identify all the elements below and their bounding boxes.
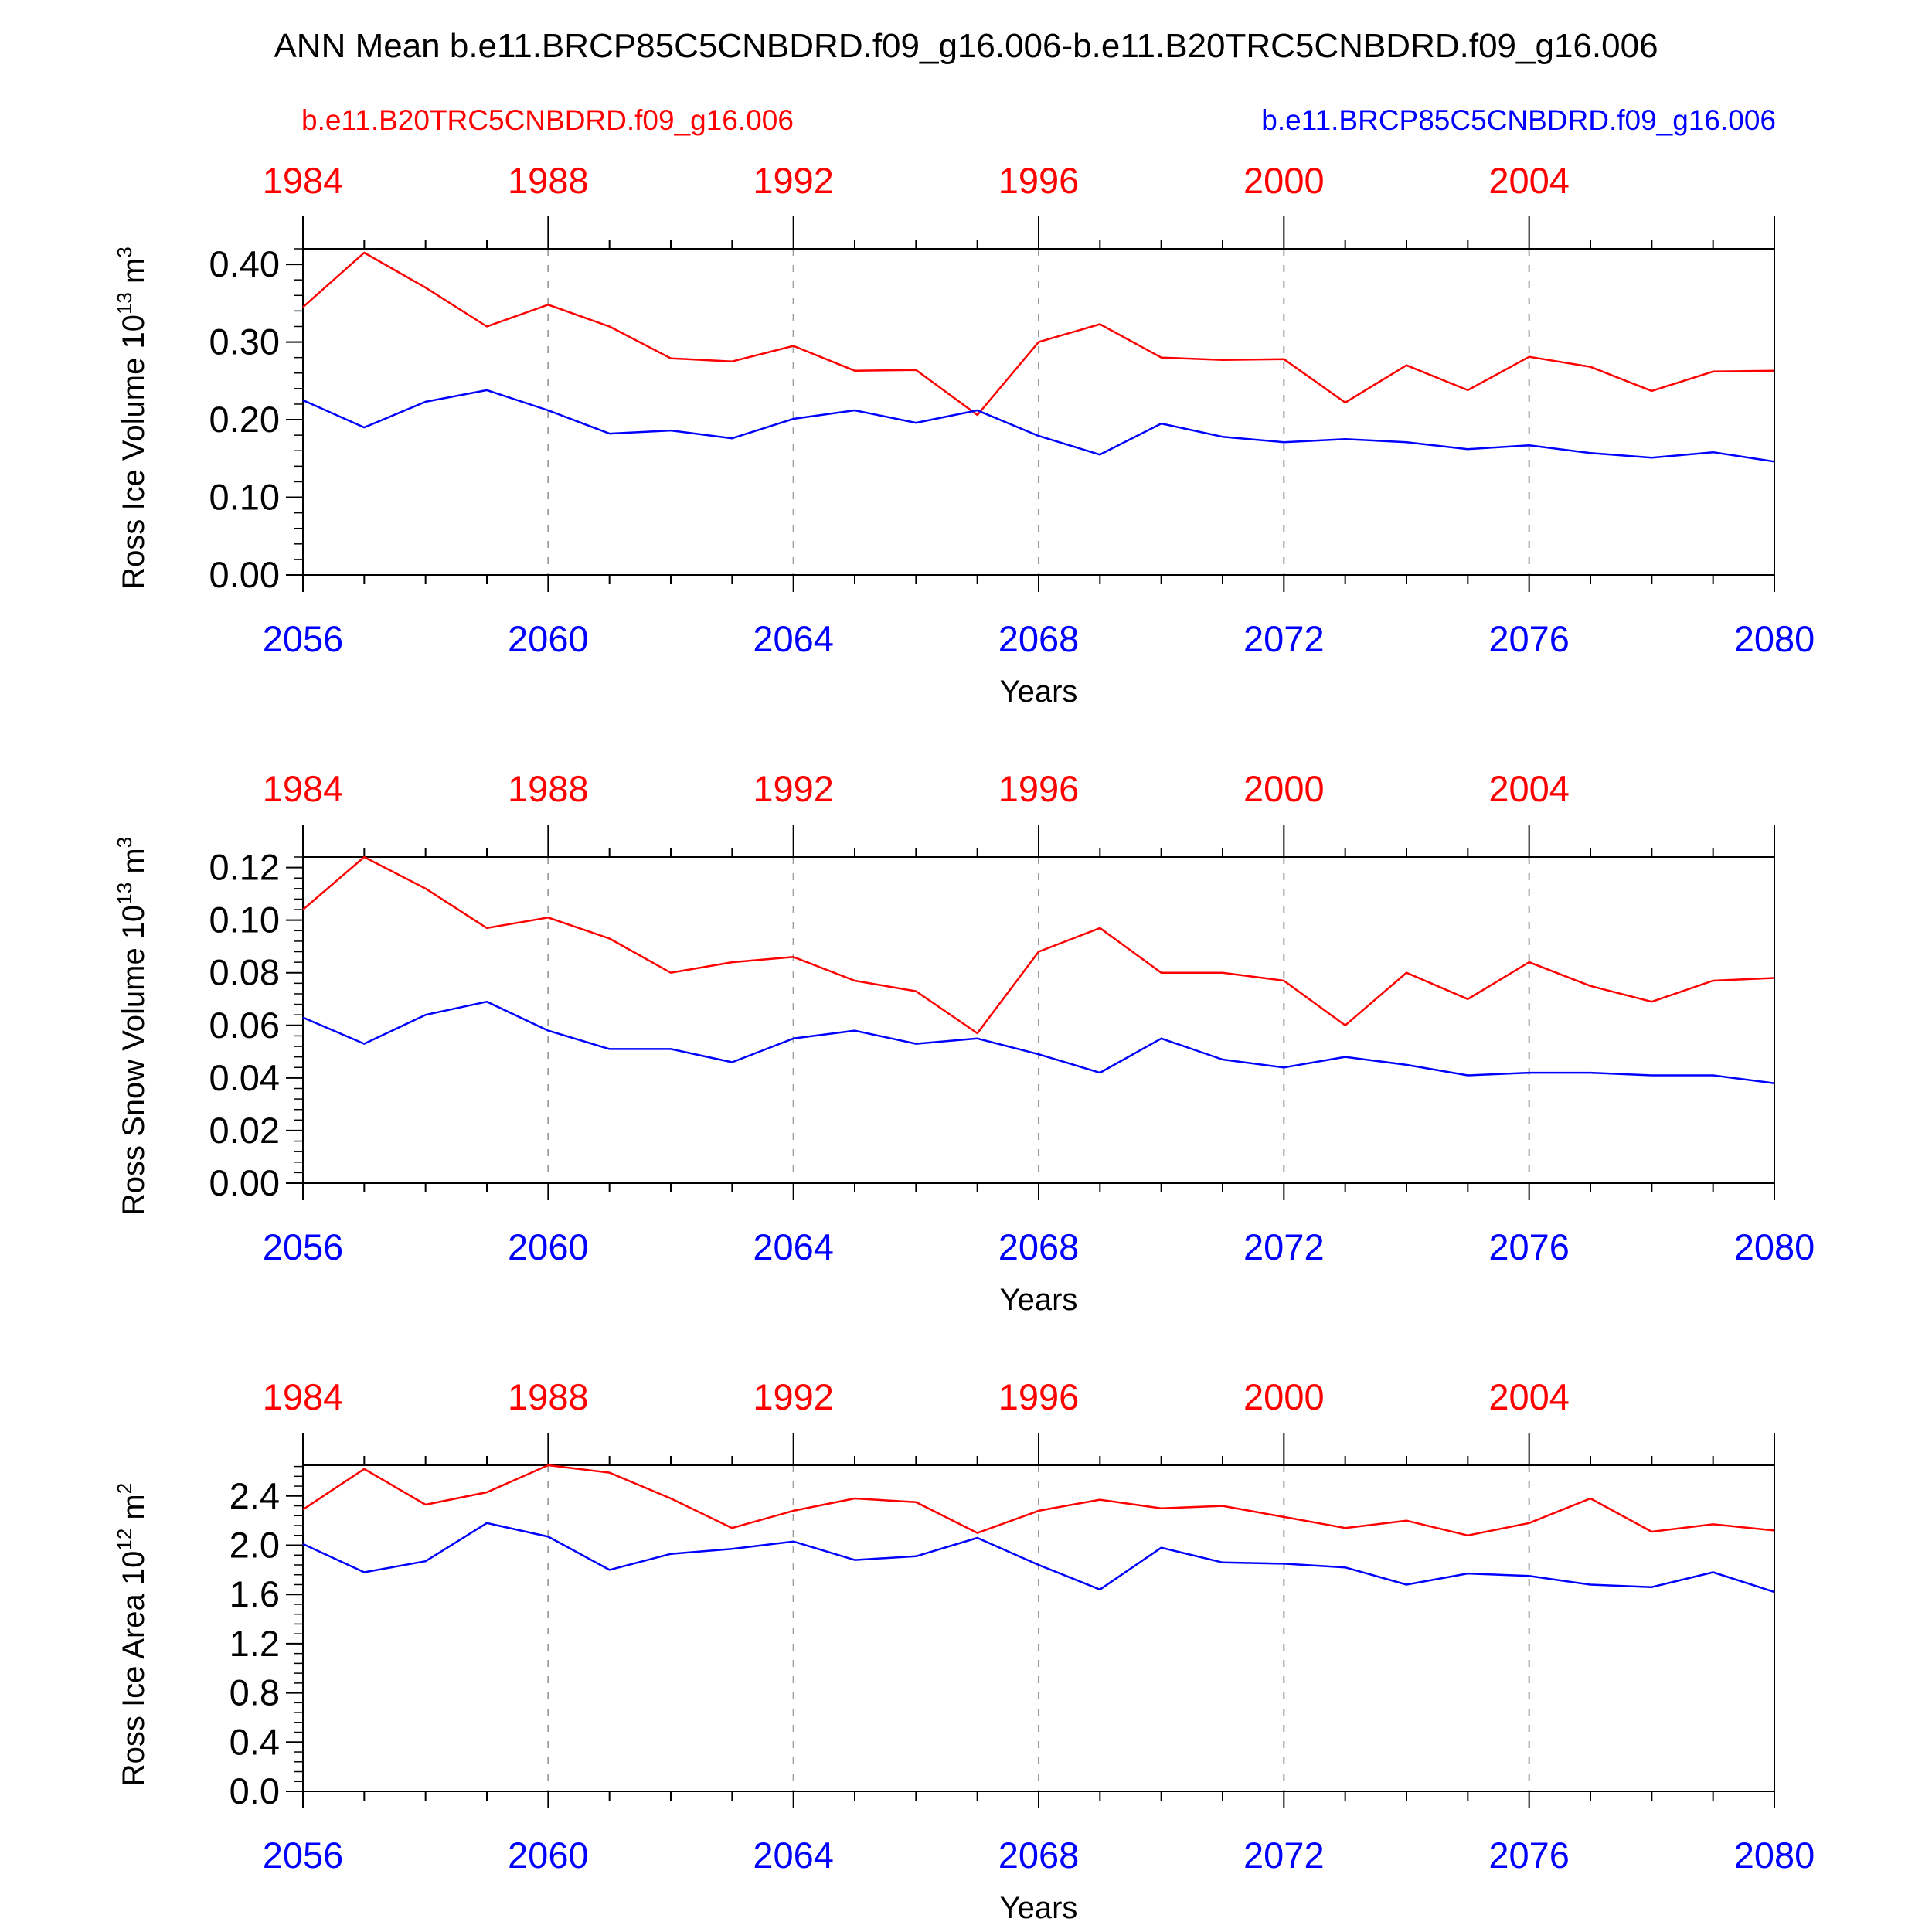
legend-blue-run: b.e11.BRCP85C5CNBDRD.f09_g16.006 (1261, 104, 1776, 136)
x-bottom-tick-label: 2060 (508, 1835, 589, 1876)
x-top-tick-label: 2004 (1488, 768, 1570, 809)
y-tick-label: 0.00 (209, 554, 280, 595)
x-bottom-tick-label: 2056 (263, 1835, 344, 1876)
x-bottom-tick-label: 2072 (1243, 1226, 1325, 1267)
y-tick-label: 0.0 (230, 1770, 280, 1811)
y-tick-label: 0.8 (230, 1672, 280, 1713)
y-tick-label: 0.4 (230, 1721, 280, 1762)
x-top-tick-label: 2004 (1488, 160, 1570, 201)
y-tick-label: 0.02 (209, 1110, 280, 1151)
y-tick-label: 2.0 (230, 1525, 280, 1566)
x-top-tick-label: 1992 (753, 768, 834, 809)
x-bottom-tick-label: 2080 (1734, 618, 1815, 659)
y-tick-label: 0.00 (209, 1162, 280, 1203)
x-bottom-tick-label: 2064 (753, 1835, 834, 1876)
series-line-blue (302, 389, 1775, 463)
x-top-tick-label: 1988 (508, 1376, 589, 1417)
x-axis-label: Years (1000, 1283, 1078, 1317)
y-tick-label: 1.6 (230, 1573, 280, 1614)
x-bottom-tick-label: 2076 (1488, 1835, 1570, 1876)
x-top-tick-label: 1988 (508, 768, 589, 809)
y-tick-label: 1.2 (230, 1623, 280, 1664)
x-top-tick-label: 1992 (753, 160, 834, 201)
y-axis-label: Ross Ice Volume 1013 m3 (113, 247, 151, 590)
x-bottom-tick-label: 2056 (263, 618, 344, 659)
series-line-red (302, 251, 1775, 417)
x-bottom-tick-label: 2072 (1243, 1835, 1325, 1876)
y-tick-label: 0.04 (209, 1057, 280, 1098)
x-bottom-tick-label: 2060 (508, 618, 589, 659)
y-tick-label: 0.10 (209, 477, 280, 518)
y-tick-label: 0.06 (209, 1005, 280, 1046)
x-bottom-tick-label: 2072 (1243, 618, 1325, 659)
x-bottom-tick-label: 2060 (508, 1226, 589, 1267)
x-bottom-tick-label: 2056 (263, 1226, 344, 1267)
x-bottom-tick-label: 2064 (753, 618, 834, 659)
y-tick-label: 0.12 (209, 847, 280, 888)
x-bottom-tick-label: 2068 (998, 1835, 1080, 1876)
y-tick-label: 0.20 (209, 399, 280, 440)
x-axis-label: Years (1000, 1891, 1078, 1925)
x-top-tick-label: 2000 (1243, 768, 1325, 809)
legend-red-run: b.e11.B20TRC5CNBDRD.f09_g16.006 (301, 104, 794, 136)
y-tick-label: 2.4 (230, 1475, 280, 1516)
chart-panel-3: 0.0 0.4 0.8 1.2 1.6 2.0 2.4 2056 2060 2064 2068 207… (113, 1376, 1815, 1925)
x-bottom-tick-label: 2080 (1734, 1835, 1815, 1876)
x-top-tick-label: 1984 (263, 1376, 344, 1417)
x-bottom-tick-label: 2068 (998, 618, 1080, 659)
x-top-tick-label: 2004 (1488, 1376, 1570, 1417)
series-line-blue (302, 1522, 1775, 1594)
y-tick-label: 0.10 (209, 900, 280, 940)
chart-panel-1: 0.00 0.10 0.20 0.30 0.40 2056 2060 2064 2068 2072… (113, 160, 1815, 709)
x-bottom-tick-label: 2080 (1734, 1226, 1815, 1267)
x-top-tick-label: 1992 (753, 1376, 834, 1417)
y-axis-label: Ross Snow Volume 1013 m3 (113, 837, 151, 1216)
series-line-blue (302, 1000, 1775, 1084)
x-bottom-tick-label: 2076 (1488, 1226, 1570, 1267)
series-line-red (302, 1464, 1775, 1537)
x-bottom-tick-label: 2076 (1488, 618, 1570, 659)
figure-title: ANN Mean b.e11.BRCP85C5CNBDRD.f09_g16.00… (274, 27, 1658, 65)
series-line-red (302, 855, 1775, 1035)
x-top-tick-label: 2000 (1243, 1376, 1325, 1417)
x-bottom-tick-label: 2064 (753, 1226, 834, 1267)
y-axis-label: Ross Ice Area 1012 m2 (113, 1483, 151, 1786)
chart-panel-2: 0.00 0.02 0.04 0.06 0.08 0.10 0.12 2056 2060 2064… (113, 768, 1815, 1317)
panels: 0.00 0.10 0.20 0.30 0.40 2056 2060 2064 2068 2072… (113, 160, 1815, 1925)
x-bottom-tick-label: 2068 (998, 1226, 1080, 1267)
x-top-tick-label: 1996 (998, 160, 1080, 201)
x-axis-label: Years (1000, 675, 1078, 709)
y-tick-label: 0.40 (209, 243, 280, 284)
x-top-tick-label: 1984 (263, 160, 344, 201)
y-tick-label: 0.30 (209, 321, 280, 362)
x-top-tick-label: 2000 (1243, 160, 1325, 201)
x-top-tick-label: 1984 (263, 768, 344, 809)
x-top-tick-label: 1996 (998, 1376, 1080, 1417)
x-top-tick-label: 1988 (508, 160, 589, 201)
y-tick-label: 0.08 (209, 952, 280, 993)
x-top-tick-label: 1996 (998, 768, 1080, 809)
